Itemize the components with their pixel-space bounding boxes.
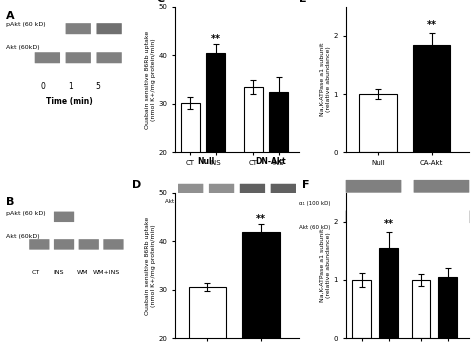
Bar — [181, 103, 200, 249]
Bar — [438, 277, 457, 338]
Text: pAkt (60 kD): pAkt (60 kD) — [6, 211, 46, 216]
Text: **: ** — [427, 20, 437, 30]
Bar — [379, 248, 398, 338]
Text: 0: 0 — [41, 82, 46, 91]
Text: Null: Null — [198, 157, 215, 166]
Text: 1: 1 — [68, 82, 73, 91]
Text: B: B — [6, 197, 14, 207]
Text: DN-Akt: DN-Akt — [255, 157, 286, 166]
Bar — [411, 280, 430, 338]
Y-axis label: Ouabain sensitive 86Rb uptake
(nmol K+/mg protein/min): Ouabain sensitive 86Rb uptake (nmol K+/m… — [145, 30, 156, 129]
Text: WM+INS: WM+INS — [92, 270, 119, 275]
Text: Akt (60 kD): Akt (60 kD) — [299, 225, 330, 230]
Text: **: ** — [210, 34, 220, 44]
Text: INS: INS — [54, 270, 64, 275]
Text: F: F — [302, 180, 310, 190]
Text: Akt (60 kD): Akt (60 kD) — [165, 199, 197, 204]
Bar — [242, 231, 280, 345]
Text: D: D — [132, 180, 141, 190]
Bar — [189, 287, 226, 345]
Text: CT: CT — [31, 270, 40, 275]
Bar — [244, 87, 263, 249]
Text: Akt (60kD): Akt (60kD) — [6, 234, 40, 239]
Bar — [353, 280, 371, 338]
Bar — [206, 53, 225, 249]
Text: **: ** — [383, 219, 394, 229]
Bar — [413, 45, 450, 152]
Text: **: ** — [256, 214, 266, 224]
Y-axis label: Na,K-ATPase a1 subunit
(relative abundance): Na,K-ATPase a1 subunit (relative abundan… — [320, 43, 331, 116]
Text: A: A — [6, 11, 15, 21]
Text: 5: 5 — [95, 82, 100, 91]
Text: C: C — [157, 0, 165, 4]
Text: pAkt (60 kD): pAkt (60 kD) — [6, 22, 46, 27]
Text: E: E — [299, 0, 306, 4]
Y-axis label: Ouabain sensitive 86Rb uptake
(nmol K+/mg protein/min): Ouabain sensitive 86Rb uptake (nmol K+/m… — [145, 216, 156, 315]
Text: α₁ (100 kD): α₁ (100 kD) — [299, 200, 330, 206]
Bar — [269, 92, 288, 249]
Bar — [359, 94, 397, 152]
Text: Time (min): Time (min) — [46, 97, 92, 106]
Text: WM: WM — [77, 270, 88, 275]
Text: Akt (60kD): Akt (60kD) — [6, 45, 40, 50]
Y-axis label: Na,K-ATPase a1 subunit
(relative abundance): Na,K-ATPase a1 subunit (relative abundan… — [320, 229, 331, 302]
